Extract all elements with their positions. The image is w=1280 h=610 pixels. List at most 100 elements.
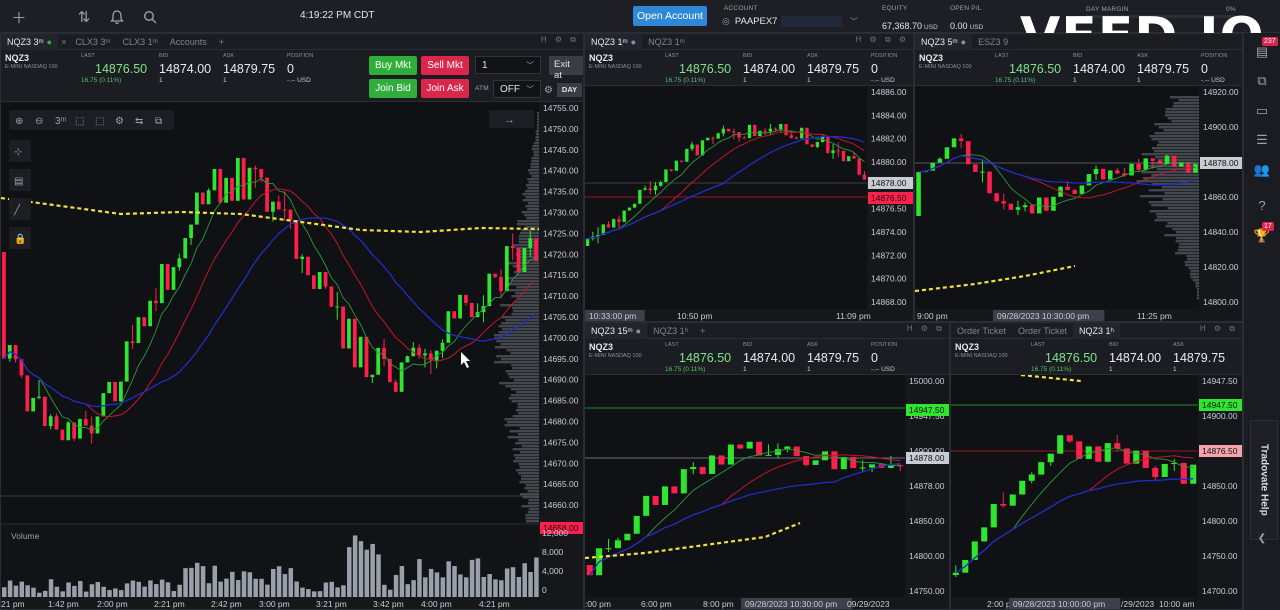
panel-controls[interactable]: H ⚙ ⧉ ⚙ [855, 35, 909, 44]
tr1-chart-svg[interactable]: 14886.00 14884.00 14882.00 14880.00 14878.00… [585, 86, 914, 322]
candle-body [937, 158, 943, 163]
panel-controls[interactable]: H ⚙ ⧉ [1199, 324, 1238, 333]
help-circle-icon[interactable]: ? [1258, 197, 1266, 213]
chevron-left-icon[interactable]: ❮ [1257, 532, 1267, 544]
buy-mkt-button[interactable]: Buy Mkt [369, 56, 417, 75]
volume-bar [31, 587, 36, 597]
volume-bar [13, 585, 19, 597]
price-axis-label: 14750.00 [1202, 551, 1238, 561]
gear-icon[interactable]: ⚙ [544, 85, 553, 96]
volume-profile-bar [517, 406, 539, 409]
volume-bar [189, 567, 194, 597]
main-chart-svg[interactable]: 14755.00 14750.00 14745.00 14740.00 14735.00… [1, 102, 584, 610]
trophy-icon[interactable]: 🏆 17 [1253, 222, 1274, 243]
list-icon[interactable]: ☰ [1256, 132, 1268, 147]
bell-icon[interactable] [107, 7, 127, 27]
volume-profile-bar [533, 154, 539, 157]
candle-body [1066, 435, 1073, 442]
tr2-chart-svg[interactable]: 14920.00 14900.00 14878.00 14860.00 14840.00… [915, 86, 1243, 322]
search-icon[interactable] [140, 7, 160, 27]
volume-bar [136, 581, 141, 597]
volume-profile-bar [515, 253, 539, 256]
volume-profile-bar [532, 145, 539, 148]
tab-order-ticket-2[interactable]: Order Ticket [1018, 325, 1068, 336]
ask-label: ASK [223, 53, 235, 59]
windows-icon[interactable]: ⧉ [1257, 73, 1267, 88]
br1-chart-area[interactable]: 15000.0014947.5014900.0014878.0014850.00… [585, 375, 949, 609]
panel-controls[interactable]: H ⚙ ⧉ [540, 35, 579, 44]
tab-clx3-1m[interactable]: CLX3 1ᵐ [122, 36, 158, 47]
add-tab-button[interactable]: + [700, 325, 706, 336]
time-axis-label: 10:00 am [1159, 599, 1194, 609]
chat-icon[interactable]: ▭ [1255, 103, 1269, 118]
candle-body [1019, 480, 1026, 495]
tab-close-icon[interactable]: × [61, 36, 67, 47]
volume-bar [335, 587, 340, 597]
equity-label: EQUITY [882, 5, 908, 12]
ask-price: 14879.75 [807, 62, 860, 76]
sort-arrows-icon[interactable]: ⇅ [77, 9, 91, 26]
volume-bar [463, 577, 469, 597]
time-axis-label: 3:21 pm [316, 599, 347, 609]
tab-nqz3-1h[interactable]: NQZ3 1ʰ [653, 325, 689, 336]
candle-body [627, 207, 632, 211]
volume-profile-bar [1185, 264, 1199, 267]
notifications-icon[interactable]: ▤ 237 [1255, 37, 1278, 59]
volume-profile-bar [1163, 129, 1199, 132]
sell-mkt-button[interactable]: Sell Mkt [421, 56, 469, 75]
candle-body [171, 267, 176, 290]
exit-at-button[interactable]: Exit at [549, 56, 583, 81]
tab-nqz3-15m[interactable]: NQZ3 15ᵐ ● [585, 323, 648, 339]
volume-profile-bar [1157, 159, 1199, 162]
tradovate-help-tab[interactable]: Tradovate Help [1250, 420, 1278, 540]
tab-nqz3-1h[interactable]: NQZ3 1ʰ [1073, 323, 1120, 339]
br2-chart-svg[interactable]: 14947.5014900.0014876.5014850.0014800.00… [951, 373, 1243, 610]
candle-body [1051, 196, 1056, 211]
volume-profile-bar [517, 220, 539, 223]
tab-order-ticket-1[interactable]: Order Ticket [957, 325, 1007, 336]
candle-body [831, 451, 838, 470]
side-tool-button [9, 140, 31, 162]
join-ask-button[interactable]: Join Ask [421, 79, 469, 98]
candle-body [614, 540, 621, 549]
join-bid-button[interactable]: Join Bid [369, 79, 417, 98]
candle-body [718, 455, 725, 465]
side-tool-button [9, 169, 31, 191]
volume-profile-bar [1164, 114, 1199, 117]
open-account-button[interactable]: Open Account [633, 6, 707, 26]
tab-nqz3-5m[interactable]: NQZ3 5ᵐ ● [915, 34, 973, 50]
tab-nqz3-1m[interactable]: NQZ3 1ᵐ ● [585, 34, 643, 50]
plus-icon[interactable]: ＋ [11, 9, 27, 27]
tr2-chart-area[interactable]: 14920.00 14900.00 14878.00 14860.00 14840.00… [915, 86, 1242, 321]
volume-bar [48, 579, 54, 597]
panel-controls[interactable]: H ⚙ ⧉ [906, 324, 945, 333]
candle-body [737, 132, 741, 138]
candle-body [1164, 155, 1170, 165]
volume-bar [423, 577, 428, 597]
last-price: 14876.50 [95, 62, 148, 76]
tab-esz3[interactable]: ESZ3 9 [978, 36, 1009, 47]
candle-body [916, 172, 921, 216]
community-icon[interactable]: 👥 [1253, 162, 1271, 177]
qty-input[interactable]: 1 ﹀ [475, 56, 541, 74]
volume-profile-bar [533, 142, 539, 145]
account-select[interactable]: ◎ PAAPEX7 ﹀ [722, 13, 858, 29]
atm-select[interactable]: OFF ﹀ [493, 80, 541, 98]
last-label: LAST [995, 53, 1009, 59]
tab-nqz3-1m-2[interactable]: NQZ3 1ᵐ [648, 36, 685, 47]
add-tab-button[interactable]: + [218, 36, 225, 47]
tab-nqz3-3m[interactable]: NQZ3 3ᵐ ● [1, 34, 59, 50]
volume-bar [347, 547, 352, 597]
candle-body [253, 167, 258, 170]
position-value: 0 [871, 351, 878, 365]
day-badge[interactable]: DAY [557, 83, 582, 97]
br2-chart-area[interactable]: 14947.5014900.0014876.5014850.0014800.00… [951, 373, 1243, 610]
tr1-chart-area[interactable]: 14886.00 14884.00 14882.00 14880.00 14878.00… [585, 86, 913, 321]
ask-size: 1 [223, 77, 227, 84]
candle-body [101, 393, 106, 417]
ask-price: 14879.75 [807, 351, 860, 365]
br1-chart-svg[interactable]: 15000.0014947.5014900.0014878.0014850.00… [585, 375, 950, 610]
tab-clx3-3m[interactable]: CLX3 3ᵐ [75, 36, 111, 47]
tab-accounts[interactable]: Accounts [169, 36, 207, 47]
main-chart-area[interactable]: 14755.00 14750.00 14745.00 14740.00 14735.00… [1, 102, 583, 609]
